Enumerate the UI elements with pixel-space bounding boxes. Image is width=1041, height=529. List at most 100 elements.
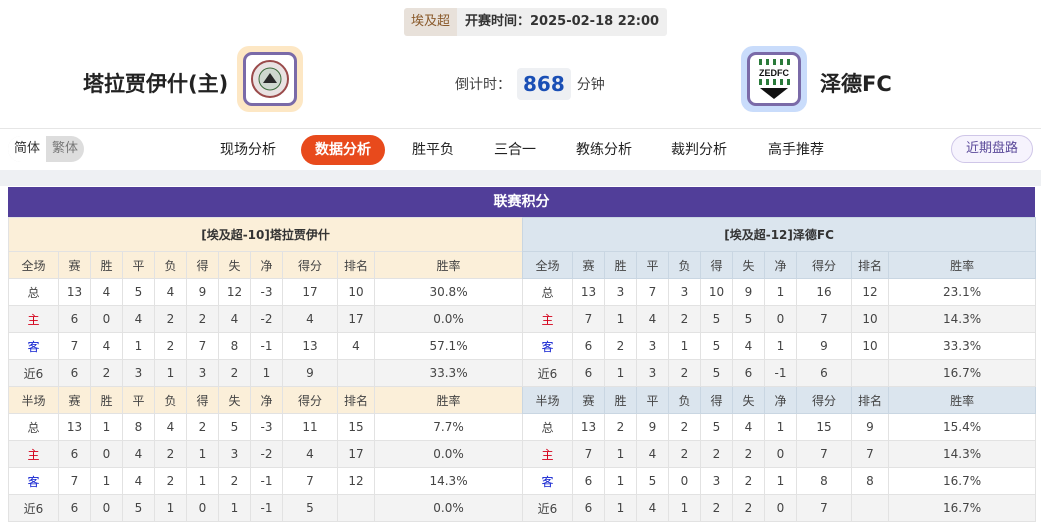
row-label: 客	[8, 467, 59, 495]
stat-cell: 10	[851, 305, 889, 333]
stat-cell: -2	[250, 305, 283, 333]
table-row-full-total: 总 13 4 5 4 9 12 -3 17 10 30.8%	[8, 278, 524, 306]
stat-cell: 0.0%	[373, 494, 524, 522]
stat-cell: 12	[218, 278, 251, 306]
tab-referee-analysis[interactable]: 裁判分析	[671, 142, 727, 158]
column-header: 得	[700, 386, 733, 414]
column-header: 负	[668, 251, 701, 279]
stat-cell: 2	[90, 359, 123, 387]
stat-cell: 2	[186, 305, 219, 333]
stat-cell: 1	[764, 413, 797, 441]
stat-cell: 7	[796, 440, 852, 468]
stat-cell: 1	[90, 467, 123, 495]
stat-cell: -3	[250, 413, 283, 441]
stat-cell: 5	[636, 467, 669, 495]
stat-cell: -1	[250, 494, 283, 522]
column-header: 胜率	[373, 386, 524, 414]
stat-cell: -1	[250, 467, 283, 495]
home-team-name[interactable]: 塔拉贾伊什(主)	[83, 72, 229, 96]
stat-cell: 0.0%	[373, 440, 524, 468]
table-row-half-total: 总 13 1 8 4 2 5 -3 11 15 7.7%	[8, 413, 524, 441]
row-label: 客	[8, 332, 59, 360]
stat-cell: 1	[154, 494, 187, 522]
stat-cell: 1	[764, 467, 797, 495]
stat-cell: 6	[572, 359, 605, 387]
column-header: 平	[636, 386, 669, 414]
recent-handicap-button[interactable]: 近期盘路	[950, 135, 1033, 163]
tab-live-analysis[interactable]: 现场分析	[220, 142, 276, 158]
stat-cell: 3	[700, 467, 733, 495]
column-header: 净	[764, 386, 797, 414]
lang-traditional[interactable]: 繁体	[52, 141, 79, 156]
stat-cell: 2	[604, 332, 637, 360]
column-header: 得	[186, 251, 219, 279]
stat-cell: 33.3%	[887, 332, 1037, 360]
tab-data-analysis[interactable]: 数据分析	[301, 135, 385, 165]
stat-cell: 7	[796, 305, 852, 333]
lang-simplified[interactable]: 简体	[8, 136, 47, 162]
table-row-half-total: 总 13 2 9 2 5 4 1 15 9 15.4%	[522, 413, 1037, 441]
stat-cell: 7	[636, 278, 669, 306]
stat-cell: 6	[572, 332, 605, 360]
tab-coach-analysis[interactable]: 教练分析	[576, 142, 632, 158]
stat-cell: 2	[700, 440, 733, 468]
stat-cell: 13	[58, 413, 91, 441]
stat-cell: 4	[732, 413, 765, 441]
language-toggle: 简体 繁体	[8, 136, 85, 162]
away-crest-icon: ZEDFC	[759, 59, 790, 99]
stat-cell: 3	[636, 359, 669, 387]
column-header: 全场	[8, 251, 59, 279]
stat-cell: 13	[58, 278, 91, 306]
column-header: 得分	[796, 251, 852, 279]
stat-cell: 1	[604, 440, 637, 468]
stat-cell: 5	[732, 305, 765, 333]
stat-cell: -1	[764, 359, 797, 387]
stat-cell: 17	[337, 305, 375, 333]
row-label: 客	[522, 332, 573, 360]
stat-cell: 6	[572, 494, 605, 522]
stat-cell: 5	[122, 278, 155, 306]
stat-cell: 0	[90, 440, 123, 468]
away-team-name[interactable]: 泽德FC	[820, 72, 892, 96]
stat-cell: 14.3%	[887, 305, 1037, 333]
stat-cell: 1	[764, 332, 797, 360]
stat-cell: 1	[154, 359, 187, 387]
stat-cell: 4	[122, 467, 155, 495]
stat-cell: 6	[572, 467, 605, 495]
stat-cell: 15	[337, 413, 375, 441]
home-team-logo[interactable]	[237, 46, 303, 112]
stat-cell: 4	[636, 494, 669, 522]
stat-cell: 7	[58, 332, 91, 360]
stat-cell: 33.3%	[373, 359, 524, 387]
stat-cell: 16	[796, 278, 852, 306]
match-info: 埃及超 开赛时间：2025-02-18 22:00	[404, 8, 668, 36]
column-header: 净	[764, 251, 797, 279]
stat-cell: 5	[282, 494, 338, 522]
stat-cell: 0	[764, 440, 797, 468]
row-label: 总	[8, 413, 59, 441]
stat-cell: 6	[796, 359, 852, 387]
stat-cell: 4	[337, 332, 375, 360]
tab-expert-picks[interactable]: 高手推荐	[768, 142, 824, 158]
stat-cell: 14.3%	[887, 440, 1037, 468]
column-header: 净	[250, 386, 283, 414]
away-team-logo[interactable]: ZEDFC	[741, 46, 807, 112]
stat-cell: 15	[796, 413, 852, 441]
stat-cell: 15.4%	[887, 413, 1037, 441]
tab-1x2[interactable]: 胜平负	[412, 142, 454, 158]
stat-cell: 8	[122, 413, 155, 441]
row-label: 总	[522, 413, 573, 441]
column-header: 负	[668, 386, 701, 414]
table-row-half-away: 客 7 1 4 2 1 2 -1 7 12 14.3%	[8, 467, 524, 495]
stat-cell: 9	[732, 278, 765, 306]
stat-cell: 1	[90, 413, 123, 441]
stat-cell	[851, 359, 889, 387]
stat-cell: 2	[154, 467, 187, 495]
tab-three-in-one[interactable]: 三合一	[494, 142, 536, 158]
league-badge[interactable]: 埃及超	[404, 8, 458, 36]
column-header: 胜率	[887, 386, 1037, 414]
stat-cell: 7	[186, 332, 219, 360]
countdown: 倒计时： 868 分钟	[455, 68, 605, 100]
stat-cell: 7	[572, 305, 605, 333]
column-header: 胜	[90, 251, 123, 279]
